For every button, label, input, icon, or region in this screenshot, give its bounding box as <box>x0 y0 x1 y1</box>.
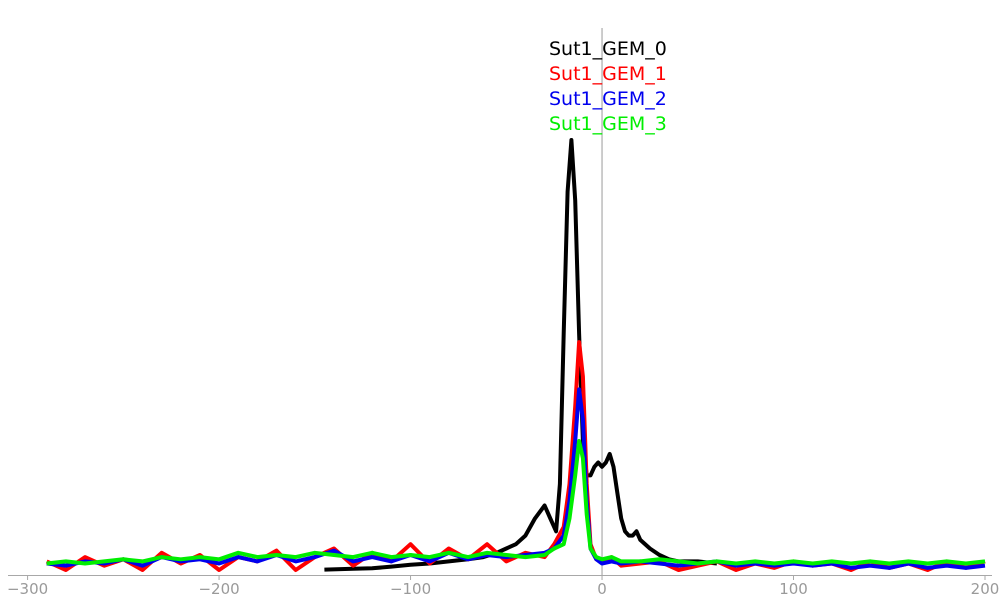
x-tick-label: −200 <box>198 580 239 598</box>
x-tick-label: −300 <box>7 580 48 598</box>
series-line <box>45 340 986 572</box>
series-line <box>46 439 986 566</box>
legend-entry: Sut1_GEM_2 <box>549 88 667 110</box>
legend-entry: Sut1_GEM_1 <box>549 63 667 85</box>
legend: Sut1_GEM_0 Sut1_GEM_1 Sut1_GEM_2 Sut1_GEM_3 <box>549 38 667 135</box>
x-tick-label: 0 <box>597 580 607 598</box>
series-line <box>324 138 718 572</box>
x-tick-label: 100 <box>779 580 808 598</box>
x-axis: −300 −200 −100 0 100 200 <box>7 575 999 598</box>
legend-entry: Sut1_GEM_3 <box>549 113 667 135</box>
series-lines <box>45 138 986 572</box>
legend-entry: Sut1_GEM_0 <box>549 38 667 60</box>
x-tick-label: −100 <box>390 580 431 598</box>
x-tick-label: 200 <box>971 580 1000 598</box>
series-line <box>46 387 986 570</box>
